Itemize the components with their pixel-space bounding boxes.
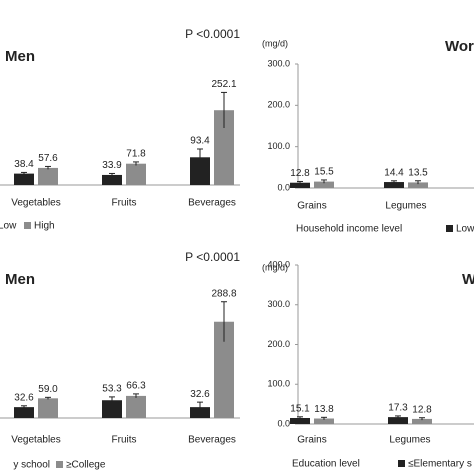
bar xyxy=(388,417,408,424)
bar xyxy=(38,398,58,418)
data-label: 252.1 xyxy=(211,79,236,90)
data-label: 32.6 xyxy=(190,389,210,400)
data-label: 12.8 xyxy=(290,168,310,179)
data-label: 93.4 xyxy=(190,136,210,147)
y-axis-label: (mg/d) xyxy=(262,262,288,272)
x-tick-label: Legumes xyxy=(389,435,430,446)
data-label: 14.4 xyxy=(384,167,404,178)
legend-title: Household income level xyxy=(296,224,402,235)
bar xyxy=(190,157,210,185)
bar xyxy=(384,182,404,188)
y-tick-label: 200.0 xyxy=(267,100,290,110)
bar xyxy=(190,407,210,418)
bar xyxy=(102,174,122,185)
x-tick-label: Fruits xyxy=(112,198,137,209)
data-label: 71.8 xyxy=(126,149,146,160)
x-tick-label: Vegetables xyxy=(11,198,61,209)
y-tick-label: 100.0 xyxy=(267,379,290,389)
data-label: 32.6 xyxy=(14,392,34,403)
y-tick-label: 200.0 xyxy=(267,339,290,349)
y-tick-label: 400.0 xyxy=(267,259,290,269)
data-label: 17.3 xyxy=(388,403,408,414)
x-tick-label: Beverages xyxy=(188,435,236,446)
x-tick-label: Vegetables xyxy=(11,435,61,446)
chart-title: Wor xyxy=(445,38,474,55)
bar xyxy=(314,181,334,188)
data-label: 66.3 xyxy=(126,381,146,392)
y-tick-label: 0.0 xyxy=(277,418,290,428)
chart-title: W xyxy=(462,271,474,288)
bar xyxy=(214,110,234,185)
annotation: P <0.0001 xyxy=(185,250,240,264)
bar xyxy=(14,407,34,418)
data-label: 59.0 xyxy=(38,384,58,395)
bar xyxy=(214,321,234,418)
chart-title: Men xyxy=(5,271,35,288)
legend-title: Education level xyxy=(292,459,360,470)
bar xyxy=(290,182,310,188)
bar xyxy=(14,173,34,185)
data-label: 15.5 xyxy=(314,167,334,178)
data-label: 38.4 xyxy=(14,159,34,170)
bar xyxy=(408,182,428,188)
legend-label: ≥College xyxy=(66,460,106,471)
bar xyxy=(412,418,432,424)
data-label: 13.5 xyxy=(408,167,428,178)
x-tick-label: Beverages xyxy=(188,198,236,209)
data-label: 33.9 xyxy=(102,160,122,171)
y-axis-label: (mg/d) xyxy=(262,38,288,48)
bar xyxy=(314,418,334,424)
y-tick-label: 300.0 xyxy=(267,299,290,309)
data-label: 57.6 xyxy=(38,153,58,164)
data-label: 288.8 xyxy=(211,288,236,299)
bar xyxy=(126,163,146,185)
bar xyxy=(38,167,58,185)
x-tick-label: Fruits xyxy=(112,435,137,446)
legend-swatch xyxy=(56,461,63,468)
legend-label: y school xyxy=(13,460,50,471)
data-label: 12.8 xyxy=(412,404,432,415)
bar xyxy=(102,400,122,418)
annotation: P <0.0001 xyxy=(185,27,240,41)
y-tick-label: 0.0 xyxy=(277,182,290,192)
legend-swatch xyxy=(24,222,31,229)
data-label: 13.8 xyxy=(314,404,334,415)
legend-label: Low xyxy=(456,224,474,235)
x-tick-label: Grains xyxy=(297,435,326,446)
bar xyxy=(290,417,310,424)
legend-label: High xyxy=(34,221,55,232)
legend-label: Low xyxy=(0,221,17,232)
bar xyxy=(126,395,146,418)
chart-title: Men xyxy=(5,48,35,65)
y-tick-label: 300.0 xyxy=(267,58,290,68)
legend-swatch xyxy=(446,225,453,232)
x-tick-label: Legumes xyxy=(385,201,426,212)
y-tick-label: 100.0 xyxy=(267,141,290,151)
x-tick-label: Grains xyxy=(297,201,326,212)
legend-label: ≤Elementary s xyxy=(408,459,472,470)
legend-swatch xyxy=(398,460,405,467)
data-label: 15.1 xyxy=(290,403,310,414)
data-label: 53.3 xyxy=(102,384,122,395)
